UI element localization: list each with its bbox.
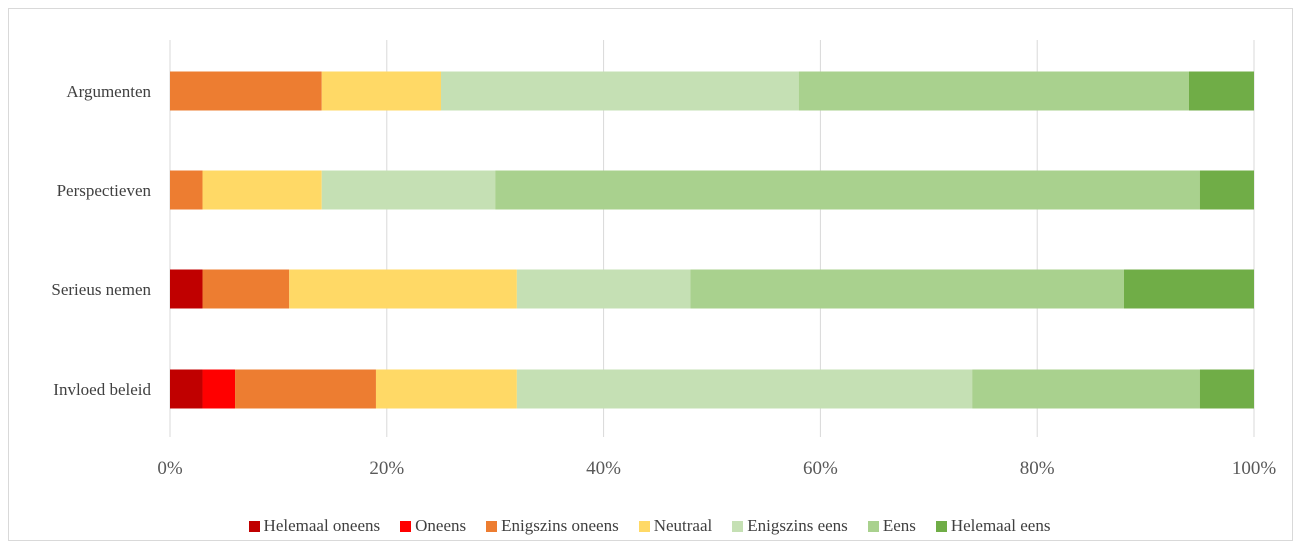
bar-segment bbox=[170, 170, 203, 210]
legend-label: Enigszins eens bbox=[747, 516, 848, 535]
x-tick-label: 100% bbox=[1232, 458, 1277, 479]
legend-swatch bbox=[638, 520, 650, 532]
legend-label: Oneens bbox=[415, 516, 467, 535]
legend-swatch bbox=[732, 520, 744, 532]
category-label: Invloed beleid bbox=[53, 380, 151, 399]
x-tick-label: 40% bbox=[586, 458, 621, 479]
legend-swatch bbox=[867, 520, 879, 532]
legend-swatch bbox=[935, 520, 947, 532]
bar-segment bbox=[202, 269, 290, 309]
x-tick-label: 0% bbox=[157, 458, 183, 479]
x-tick-label: 60% bbox=[803, 458, 838, 479]
legend-swatch bbox=[248, 520, 260, 532]
bar-segment bbox=[1188, 71, 1254, 111]
legend-label: Neutraal bbox=[653, 516, 713, 535]
category-label: Serieus nemen bbox=[51, 280, 151, 299]
category-labels: Argumenten Perspectieven Serieus nemen Invl… bbox=[51, 82, 151, 399]
legend-label: Helemaal eens bbox=[950, 516, 1051, 535]
legend-label: Eens bbox=[882, 516, 916, 535]
x-tick-labels: 0% 20% 40% 60% 80% 100% bbox=[157, 458, 1276, 479]
legend-item: Oneens bbox=[400, 516, 466, 536]
bar-segment bbox=[202, 369, 236, 409]
x-tick-label: 80% bbox=[1020, 458, 1055, 479]
bars bbox=[170, 71, 1254, 409]
legend-swatch bbox=[400, 520, 412, 532]
bar-segment bbox=[235, 369, 376, 409]
bar-segment bbox=[972, 369, 1200, 409]
legend: Helemaal oneens Oneens Enigszins oneens Neu… bbox=[0, 514, 1299, 538]
category-label: Perspectieven bbox=[57, 181, 152, 200]
legend-swatch bbox=[486, 520, 498, 532]
bar-segment bbox=[170, 71, 322, 111]
bar-segment bbox=[1123, 269, 1254, 309]
legend-item: Neutraal bbox=[638, 516, 713, 536]
bar-segment bbox=[690, 269, 1124, 309]
category-label: Argumenten bbox=[66, 82, 151, 101]
legend-item: Helemaal oneens bbox=[248, 516, 381, 536]
legend-item: Eens bbox=[867, 516, 916, 536]
bar-segment bbox=[202, 170, 322, 210]
bar-segment bbox=[321, 71, 441, 111]
bar-segment bbox=[321, 170, 496, 210]
legend-label: Enigszins oneens bbox=[501, 516, 619, 535]
bar-segment bbox=[170, 369, 203, 409]
bar-segment bbox=[495, 170, 1200, 210]
x-tick-label: 20% bbox=[369, 458, 404, 479]
bar-segment bbox=[170, 269, 203, 309]
legend-label: Helemaal oneens bbox=[263, 516, 381, 535]
bar-segment bbox=[516, 369, 973, 409]
bar-segment bbox=[441, 71, 799, 111]
bar-segment bbox=[1199, 170, 1254, 210]
bar-segment bbox=[798, 71, 1189, 111]
bar-segment bbox=[289, 269, 517, 309]
bar-segment bbox=[516, 269, 691, 309]
bar-segment bbox=[1199, 369, 1254, 409]
legend-item: Enigszins eens bbox=[732, 516, 848, 536]
legend-item: Helemaal eens bbox=[935, 516, 1051, 536]
bar-segment bbox=[375, 369, 517, 409]
legend-item: Enigszins oneens bbox=[486, 516, 619, 536]
